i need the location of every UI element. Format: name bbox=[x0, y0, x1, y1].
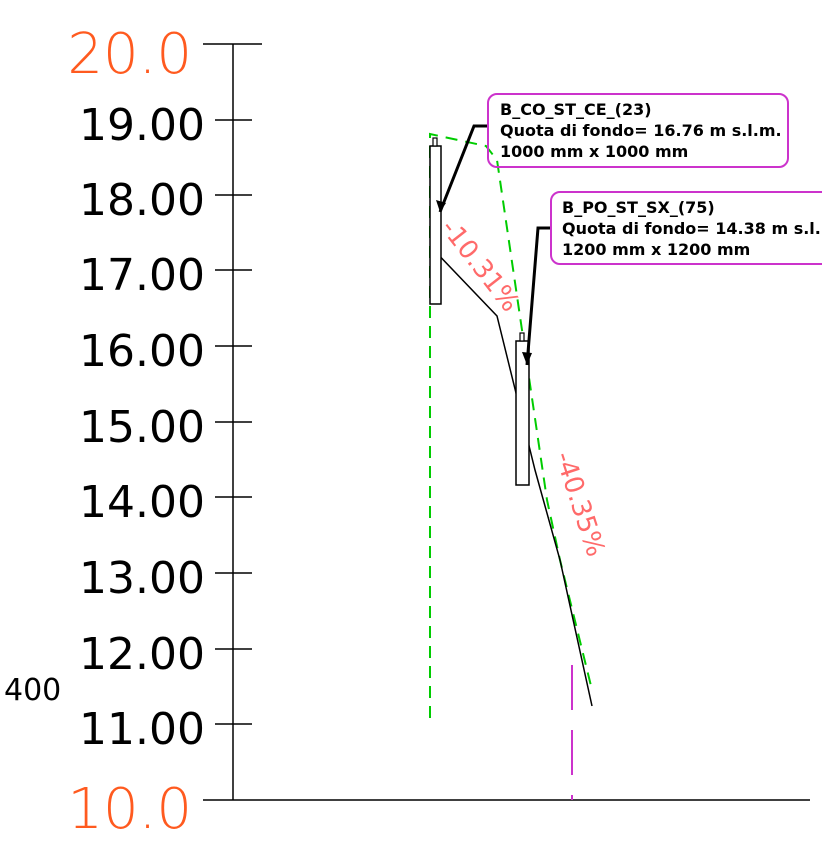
well-label-1-box bbox=[487, 93, 789, 168]
well-label-2-depth: Quota di fondo= 14.38 m s.l.m. bbox=[562, 219, 822, 238]
well-label-1: B_CO_ST_CE_(23) Quota di fondo= 16.76 m … bbox=[487, 93, 789, 168]
ground-dashed-line bbox=[429, 132, 593, 718]
tick-label: 15.00 bbox=[79, 402, 205, 453]
tick-label: 19.00 bbox=[79, 100, 205, 151]
well-1-cap bbox=[432, 137, 438, 147]
tick-label: 16.00 bbox=[79, 326, 205, 377]
axis-top-label: 20.0 bbox=[67, 22, 192, 87]
tick-label: 14.00 bbox=[79, 477, 205, 528]
tick-label: 17.00 bbox=[79, 250, 205, 301]
well-2-cap bbox=[519, 332, 525, 342]
axis-tick-labels: 19.00 18.00 17.00 16.00 15.00 14.00 13.0… bbox=[79, 100, 205, 755]
leader-arrow-2 bbox=[522, 352, 532, 365]
leader-line-2 bbox=[525, 226, 551, 366]
tick-label: 18.00 bbox=[79, 175, 205, 226]
well-label-1-id: B_CO_ST_CE_(23) bbox=[500, 100, 652, 119]
side-number: 400 bbox=[4, 673, 61, 708]
tick-label: 11.00 bbox=[79, 704, 205, 755]
tick-label: 13.00 bbox=[79, 553, 205, 604]
well-label-2-size: 1200 mm x 1200 mm bbox=[562, 240, 750, 259]
slope-label-2: -40.35% bbox=[548, 448, 610, 560]
leader-line-1 bbox=[438, 124, 487, 213]
well-label-2: B_PO_ST_SX_(75) Quota di fondo= 14.38 m … bbox=[550, 191, 822, 265]
well-label-2-id: B_PO_ST_SX_(75) bbox=[562, 198, 715, 217]
axis-bottom-label: 10.0 bbox=[67, 777, 192, 842]
well-label-1-depth: Quota di fondo= 16.76 m s.l.m. bbox=[500, 121, 782, 140]
tick-label: 12.00 bbox=[79, 629, 205, 680]
leader-arrow-1 bbox=[436, 200, 446, 212]
pipe-profile-line bbox=[429, 245, 593, 707]
well-label-2-box bbox=[550, 191, 822, 265]
well-1-shaft bbox=[429, 145, 442, 305]
tick-marks bbox=[215, 119, 252, 725]
well-label-1-size: 1000 mm x 1000 mm bbox=[500, 142, 688, 161]
